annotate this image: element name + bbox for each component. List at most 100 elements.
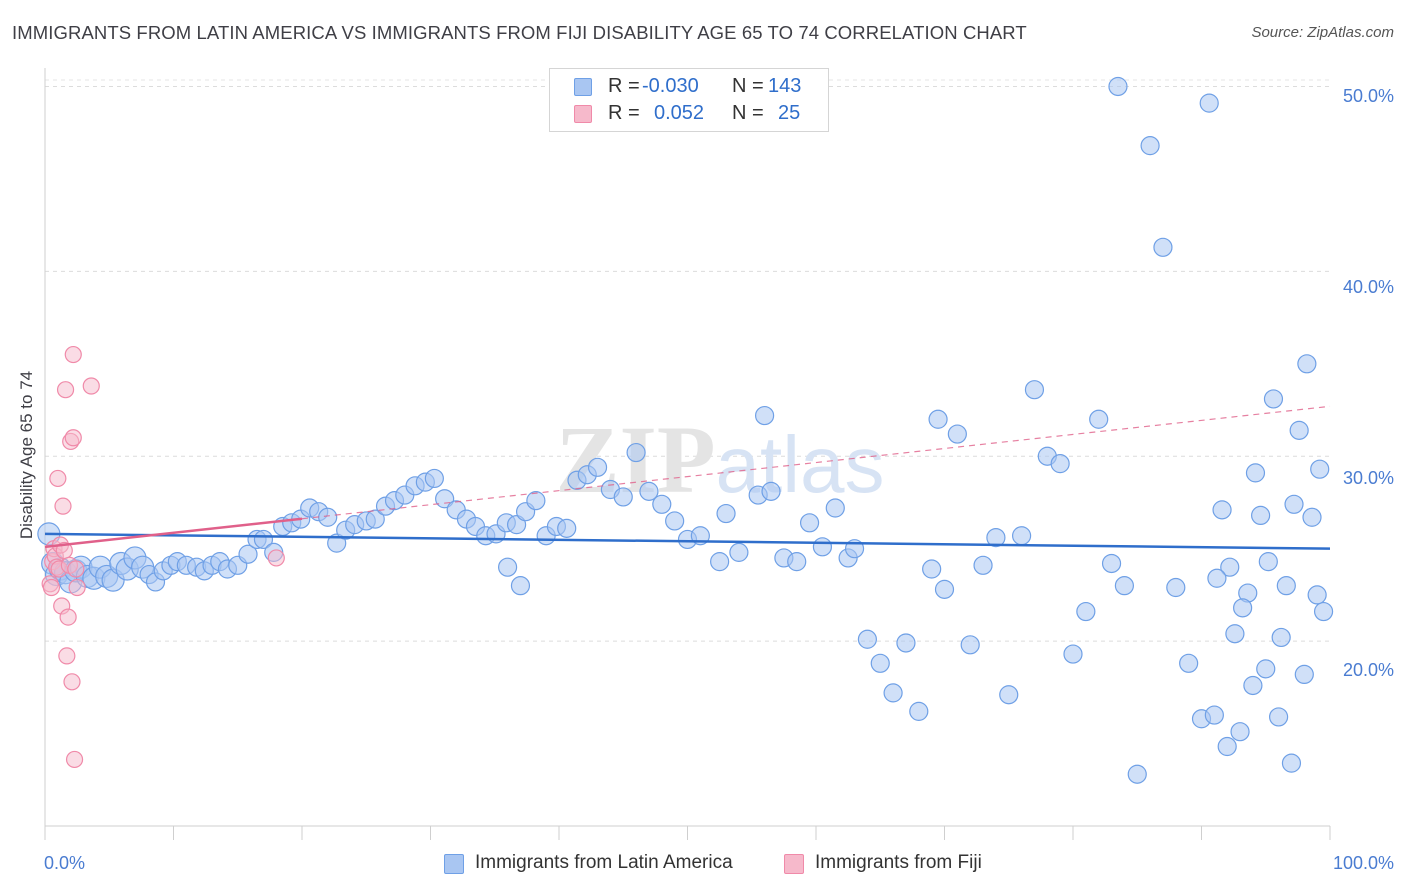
latin-america-point [1294, 664, 1314, 685]
legend-n-label: N = [732, 102, 764, 124]
fiji-point [64, 429, 82, 447]
latin-america-point [365, 509, 385, 529]
latin-america-point [1268, 707, 1289, 727]
latin-america-point [1166, 577, 1186, 598]
latin-america-point [1108, 76, 1128, 97]
latin-america-point [435, 489, 455, 509]
fiji-trendline-dashed [301, 405, 1331, 520]
x-tick-label: 100.0% [1332, 853, 1394, 873]
latin-america-point [1220, 557, 1240, 577]
latin-america-point [1140, 136, 1160, 156]
latin-america-point [870, 653, 890, 673]
latin-america-point [1114, 576, 1135, 596]
latin-america-point [1076, 601, 1096, 622]
latin-america-point [896, 633, 916, 653]
latin-america-point [787, 552, 807, 572]
fiji-point [42, 578, 61, 597]
latin-america-point [799, 513, 820, 533]
latin-america-point [424, 468, 444, 489]
latin-america-point [1217, 736, 1237, 757]
fiji-point [58, 647, 76, 665]
latin-america-point [587, 457, 608, 477]
blue-swatch-icon [444, 854, 464, 874]
latin-america-point [1063, 644, 1083, 664]
latin-america-point [665, 511, 685, 531]
latin-america-point [710, 552, 730, 572]
latin-america-point [928, 409, 948, 429]
latin-america-point [812, 537, 833, 557]
latin-america-point [716, 503, 736, 524]
latin-america-point [626, 442, 646, 463]
legend-r-label: R = [608, 102, 640, 124]
latin-america-point [986, 527, 1006, 548]
latin-america-point [1233, 598, 1253, 618]
legend-r-value: 0.052 [654, 102, 705, 124]
latin-america-point [1310, 459, 1330, 479]
latin-america-point [761, 481, 781, 501]
fiji-point [59, 608, 77, 626]
legend-n-value: 143 [768, 75, 802, 97]
latin-america-point [1207, 568, 1227, 588]
latin-america-trendline [44, 532, 1331, 550]
source-label: Source: ZipAtlas.com [1251, 24, 1394, 41]
blue-swatch-icon [574, 78, 592, 96]
fiji-point [82, 377, 100, 395]
latin-america-point [1089, 409, 1109, 429]
latin-america-point [909, 701, 929, 721]
latin-america-point [1127, 764, 1147, 784]
latin-america-point [1297, 354, 1317, 374]
latin-america-point [1101, 553, 1122, 574]
latin-america-point [253, 529, 274, 550]
legend-label: Immigrants from Latin America [475, 852, 733, 873]
latin-america-point [754, 405, 775, 426]
pink-swatch-icon [574, 105, 592, 123]
latin-america-point [1011, 526, 1032, 546]
latin-america-point [1302, 507, 1322, 527]
latin-america-point [729, 542, 749, 562]
latin-america-point [883, 683, 903, 703]
legend-n-value: 25 [778, 102, 801, 124]
latin-america-point [613, 487, 633, 507]
latin-america-point [999, 685, 1019, 705]
latin-america-point [1153, 237, 1173, 257]
latin-america-point [1024, 380, 1045, 400]
latin-america-point [1179, 653, 1199, 673]
latin-america-point [238, 544, 258, 564]
latin-america-point [510, 576, 531, 596]
latin-america-point [652, 494, 672, 514]
latin-america-point [639, 481, 659, 501]
pink-swatch-icon [784, 854, 804, 874]
chart-title: IMMIGRANTS FROM LATIN AMERICA VS IMMIGRA… [12, 22, 1027, 43]
fiji-point [65, 750, 84, 769]
fiji-point [267, 549, 285, 567]
fiji-point [68, 578, 86, 597]
latin-america-point [526, 491, 546, 511]
legend-label: Immigrants from Fiji [815, 852, 982, 873]
latin-america-point [1276, 576, 1296, 596]
latin-america-point [1281, 753, 1302, 773]
y-tick-label: 20.0% [1342, 660, 1394, 680]
fiji-point [67, 560, 85, 578]
latin-america-point [1245, 463, 1266, 483]
fiji-point [64, 345, 82, 364]
latin-america-point [1199, 93, 1219, 113]
latin-america-point [1271, 627, 1291, 648]
fiji-point [54, 497, 72, 515]
latin-america-point [1243, 675, 1263, 696]
watermark: ZIPatlas [555, 406, 884, 513]
y-tick-label: 50.0% [1342, 86, 1394, 106]
latin-america-point [973, 555, 993, 575]
latin-america-point [1258, 552, 1278, 572]
latin-america-point [857, 629, 878, 649]
latin-america-point [1313, 601, 1334, 622]
latin-america-point [318, 507, 338, 527]
fiji-trendline-solid [44, 517, 303, 549]
latin-america-point [1230, 722, 1250, 742]
latin-america-point [947, 424, 967, 444]
latin-america-point [1284, 494, 1304, 514]
x-tick-label: 0.0% [44, 853, 86, 873]
legend-r-value: -0.030 [642, 75, 699, 97]
latin-america-point [1307, 585, 1327, 605]
y-axis-label: Disability Age 65 to 74 [17, 370, 36, 540]
